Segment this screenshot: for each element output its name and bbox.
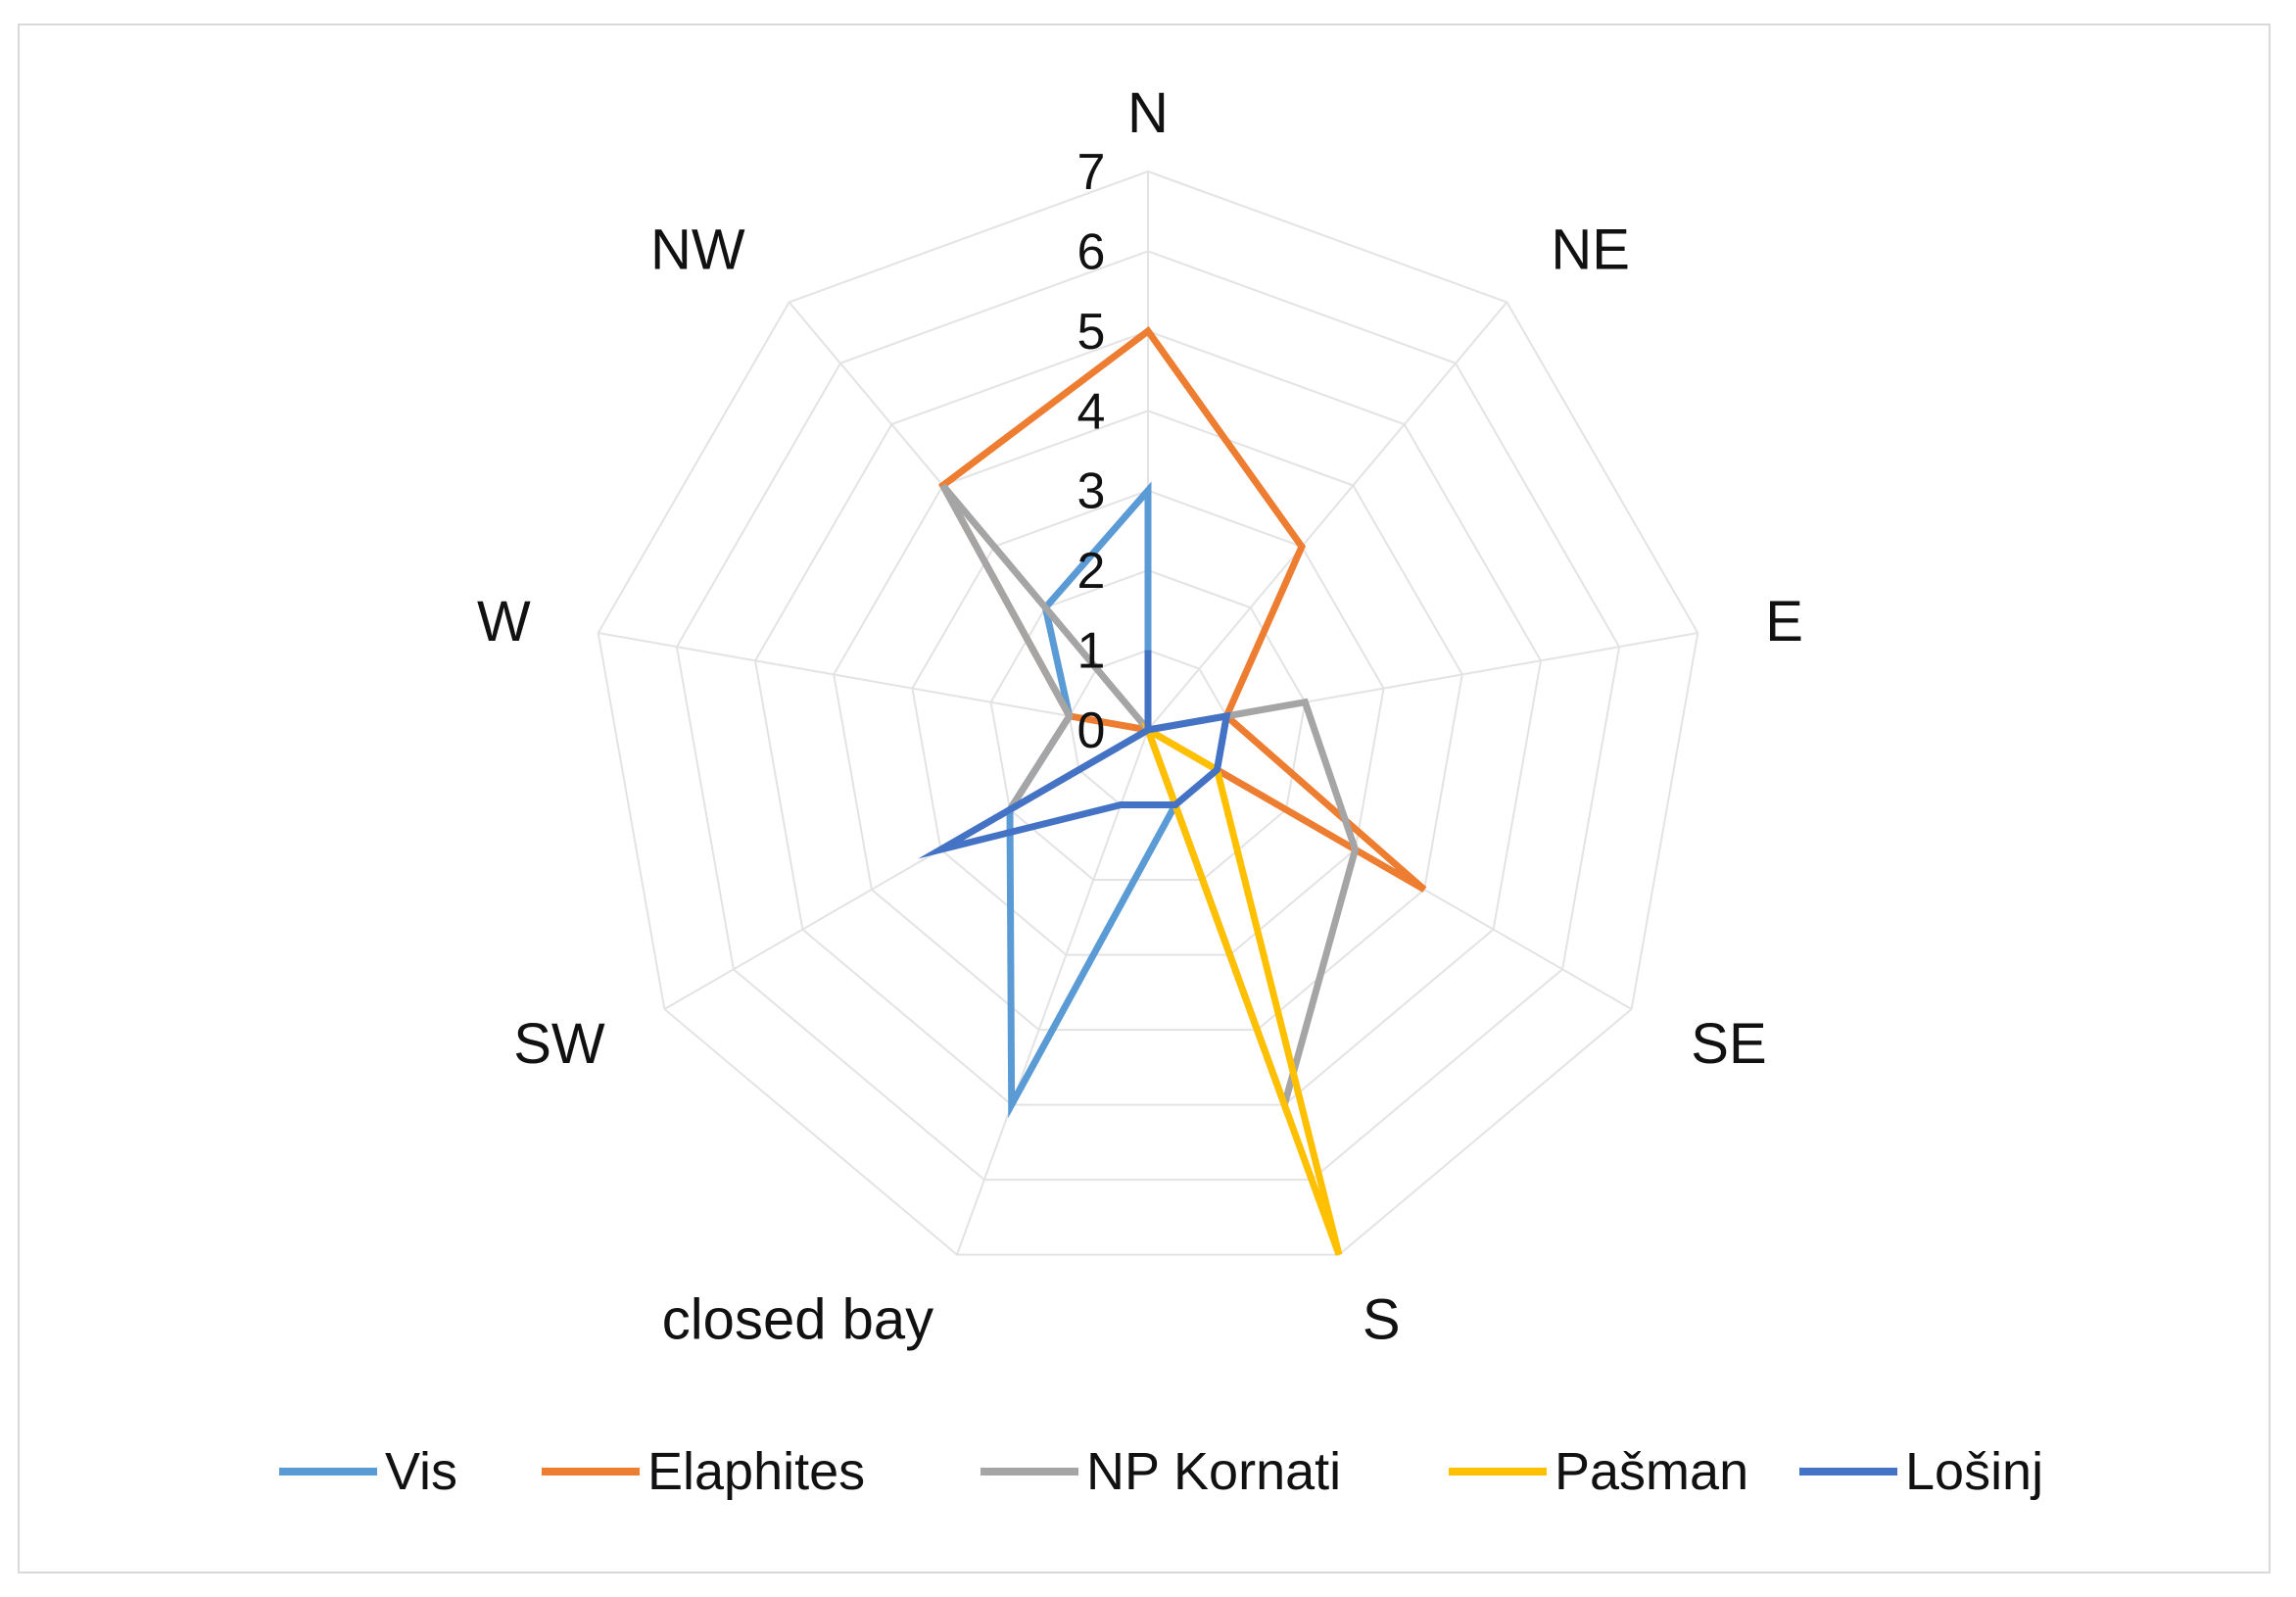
tick-label: 6 xyxy=(1077,223,1106,280)
grid-spoke xyxy=(956,729,1149,1255)
category-label: SW xyxy=(513,1012,605,1076)
series-group xyxy=(918,325,1427,1256)
category-label: W xyxy=(477,590,531,653)
series-line-lo-inj xyxy=(918,650,1231,859)
grid-ring-3 xyxy=(911,489,1385,956)
grid-ring-2 xyxy=(989,569,1307,881)
legend-label: Lošinj xyxy=(1905,1442,2043,1501)
tick-label: 7 xyxy=(1077,144,1106,201)
legend-item: NP Kornati xyxy=(981,1442,1341,1501)
legend-label: Vis xyxy=(385,1442,457,1501)
tick-label: 3 xyxy=(1077,463,1106,520)
series-line-vis xyxy=(1006,481,1231,1119)
tick-label: 0 xyxy=(1077,702,1106,759)
grid-ring-7 xyxy=(597,169,1699,1256)
grid-ring-6 xyxy=(675,250,1621,1182)
tick-label: 4 xyxy=(1077,383,1106,440)
series-line-pa-man xyxy=(1141,722,1343,1256)
tick-label: 5 xyxy=(1077,304,1106,361)
legend-item: Vis xyxy=(279,1442,457,1501)
legend-label: Elaphites xyxy=(647,1442,865,1501)
category-label: NW xyxy=(650,218,745,282)
legend-item: Lošinj xyxy=(1799,1442,2043,1501)
grid-ring-5 xyxy=(753,329,1543,1106)
grid-spoke xyxy=(1147,301,1508,731)
legend: Vis Elaphites NP Kornati Pašman Lošinj xyxy=(279,1442,2043,1501)
grid-spoke xyxy=(598,632,1149,731)
radial-axis: 0 1 2 3 4 5 6 7 xyxy=(1077,144,1106,759)
legend-label: NP Kornati xyxy=(1086,1442,1341,1501)
tick-label: 2 xyxy=(1077,543,1106,600)
legend-item: Elaphites xyxy=(542,1442,865,1501)
legend-item: Pašman xyxy=(1449,1442,1748,1501)
category-label: N xyxy=(1127,81,1169,145)
legend-label: Pašman xyxy=(1555,1442,1748,1501)
category-label: SE xyxy=(1691,1012,1766,1076)
category-label: closed bay xyxy=(662,1287,933,1351)
category-label: NE xyxy=(1551,218,1630,282)
tick-label: 1 xyxy=(1077,623,1106,680)
grid-ring-4 xyxy=(833,410,1463,1032)
chart-frame xyxy=(18,24,2271,1573)
category-label: E xyxy=(1765,590,1803,653)
category-label: S xyxy=(1363,1287,1401,1351)
